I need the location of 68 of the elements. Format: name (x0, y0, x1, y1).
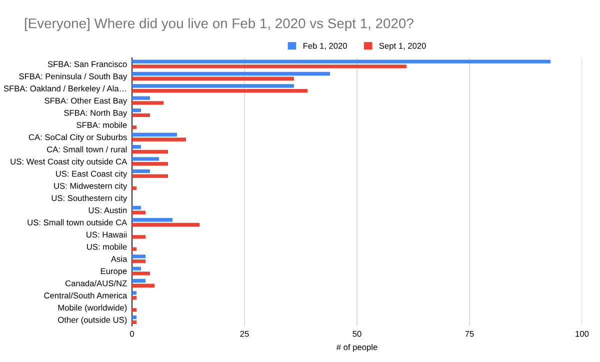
x-tick-label: 50 (352, 330, 362, 337)
y-tick-label: SFBA: Other East Bay (44, 98, 128, 106)
y-tick-label: CA: SoCal City or Suburbs (28, 134, 127, 142)
bar (132, 315, 136, 320)
legend-label: Feb 1, 2020 (303, 42, 347, 50)
bar (132, 218, 172, 222)
y-tick-label: US: East Coast city (56, 170, 128, 178)
y-tick-label: US: Austin (88, 207, 127, 214)
bar (132, 169, 150, 173)
y-tick-label: US: Hawaii (86, 231, 127, 238)
bar (132, 113, 150, 117)
bar (132, 206, 141, 210)
y-tick-label: US: Midwestern city (54, 182, 128, 191)
y-tick-label: US: Southestern city (52, 194, 128, 203)
bar (132, 157, 159, 161)
bar (132, 108, 141, 112)
y-tick-label: Europe (100, 268, 127, 276)
chart-title: [Everyone] Where did you live on Feb 1, 2020 vs Sept 1, 2020? (24, 18, 414, 32)
bar (132, 64, 406, 68)
y-tick-label: SFBA: North Bay (64, 110, 128, 118)
y-tick-label: SFBA: Oakland / Berkeley / Ala… (4, 85, 126, 94)
bar (132, 174, 168, 178)
bar (132, 150, 168, 154)
bar (132, 284, 154, 288)
bar (132, 84, 294, 88)
legend-label: Sept 1, 2020 (379, 42, 426, 50)
y-tick-label: Other (outside US) (58, 316, 127, 324)
x-axis-title: # of people (336, 344, 378, 352)
y-tick-label: US: West Coast city outside CA (10, 158, 128, 166)
bar (132, 162, 168, 166)
bar (132, 126, 136, 130)
x-tick-label: 75 (465, 330, 474, 337)
bar (132, 296, 136, 300)
bar (132, 132, 177, 136)
bar (132, 308, 136, 312)
bar (132, 247, 136, 251)
bar (132, 144, 141, 149)
x-tick-label: 100 (576, 330, 589, 337)
bar (132, 72, 330, 76)
x-tick-label: 25 (240, 330, 249, 337)
bar (132, 101, 164, 105)
bar (132, 254, 146, 258)
y-tick-label: SFBA: mobile (76, 122, 127, 128)
y-tick-label: SFBA: San Francisco (48, 60, 127, 68)
bar (132, 210, 146, 214)
y-tick-label: US: Small town outside CA (28, 219, 128, 226)
y-tick-label: Asia (110, 256, 128, 262)
bar (132, 96, 150, 100)
bar (132, 278, 146, 283)
bar (132, 266, 141, 270)
bar (132, 235, 146, 239)
bar (132, 291, 136, 295)
bar (132, 272, 150, 276)
bar (132, 88, 308, 93)
y-tick-label: CA: Small town / rural (46, 146, 127, 152)
bar (132, 222, 200, 227)
y-tick-label: SFBA: Peninsula / South Bay (19, 73, 128, 81)
bar (132, 60, 550, 64)
bar (132, 138, 186, 142)
y-tick-label: Mobile (worldwide) (58, 304, 127, 312)
y-tick-label: Canada/AUS/NZ (66, 280, 127, 286)
y-tick-label: US: mobile (87, 244, 127, 250)
y-tick-label: Central/South America (44, 292, 128, 298)
bar (132, 76, 294, 80)
bar (132, 320, 136, 324)
x-tick-label: 0 (130, 330, 134, 337)
bar (132, 186, 136, 190)
bar (132, 259, 146, 264)
